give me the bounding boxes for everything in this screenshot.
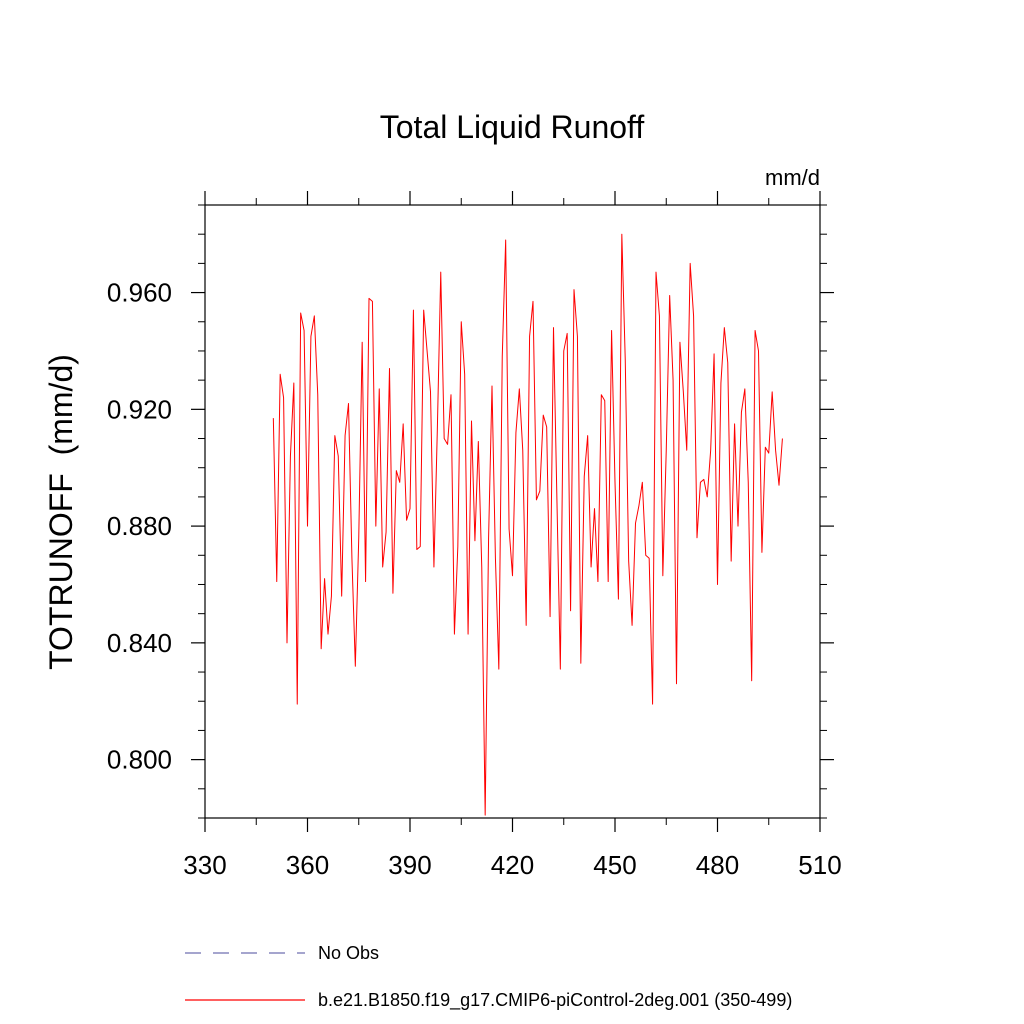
x-tick-label: 450 <box>593 850 636 880</box>
legend-label-no-obs: No Obs <box>318 943 379 963</box>
y-axis-label: TOTRUNOFF (mm/d) <box>43 354 79 670</box>
units-label: mm/d <box>765 165 820 190</box>
x-axis: 330 360 390 420 450 480 510 <box>183 191 842 880</box>
x-tick-label: 480 <box>696 850 739 880</box>
series-line <box>272 233 783 816</box>
legend-label-model: b.e21.B1850.f19_g17.CMIP6-piControl-2deg… <box>318 990 792 1011</box>
y-axis: 0.800 0.840 0.880 0.920 0.960 <box>107 204 834 819</box>
x-tick-label: 420 <box>491 850 534 880</box>
y-tick-label: 0.920 <box>107 394 172 424</box>
legend: No Obs b.e21.B1850.f19_g17.CMIP6-piContr… <box>185 943 792 1011</box>
x-tick-label: 360 <box>286 850 329 880</box>
series-group <box>272 233 783 816</box>
y-tick-label: 0.880 <box>107 511 172 541</box>
plot-border <box>204 204 821 819</box>
x-tick-label: 390 <box>388 850 431 880</box>
x-tick-label: 510 <box>798 850 841 880</box>
plot-frame <box>204 204 821 819</box>
y-tick-label: 0.800 <box>107 745 172 775</box>
y-tick-label: 0.840 <box>107 628 172 658</box>
x-tick-label: 330 <box>183 850 226 880</box>
y-tick-label: 0.960 <box>107 278 172 308</box>
chart-title: Total Liquid Runoff <box>380 109 645 145</box>
